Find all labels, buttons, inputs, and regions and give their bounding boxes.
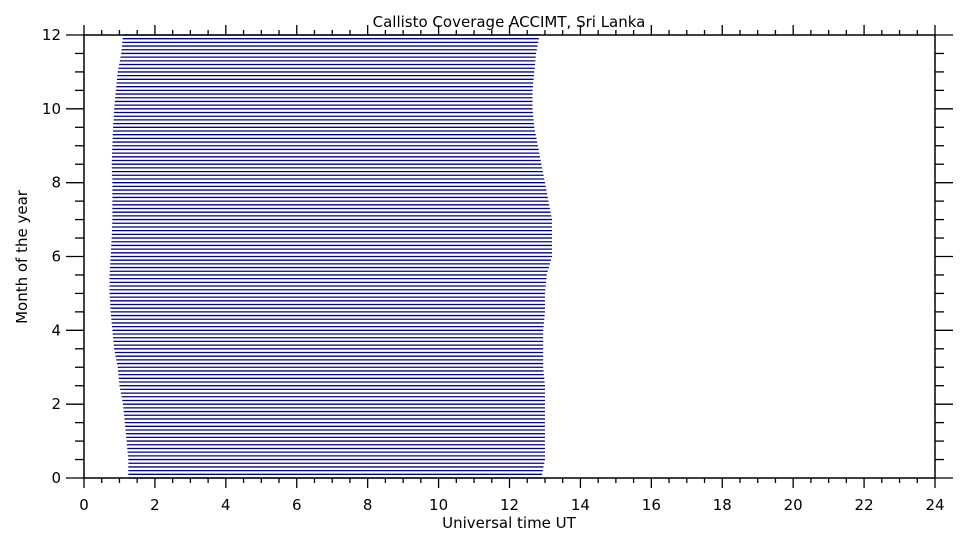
x-tick-label: 4 [221,496,231,514]
y-tick-label: 4 [51,321,61,339]
x-tick-label: 2 [150,496,160,514]
coverage-bands [109,34,553,479]
x-tick-label: 0 [79,496,89,514]
x-tick-label: 8 [363,496,373,514]
y-tick-label: 10 [42,100,61,118]
x-tick-label: 20 [784,496,803,514]
y-tick-label: 12 [42,26,61,44]
x-tick-label: 22 [855,496,874,514]
x-tick-label: 18 [713,496,732,514]
y-tick-label: 8 [51,174,61,192]
y-tick-label: 6 [51,248,61,266]
x-axis-title: Universal time UT [442,514,577,532]
x-tick-label: 16 [642,496,661,514]
x-tick-label: 6 [292,496,302,514]
x-tick-label: 24 [925,496,944,514]
y-tick-label: 0 [51,469,61,487]
x-tick-label: 10 [429,496,448,514]
y-axis-title: Month of the year [13,189,31,324]
y-tick-label: 2 [51,395,61,413]
x-tick-label: 12 [500,496,519,514]
x-tick-label: 14 [571,496,590,514]
chart-title: Callisto Coverage ACCIMT, Sri Lanka [373,13,646,31]
